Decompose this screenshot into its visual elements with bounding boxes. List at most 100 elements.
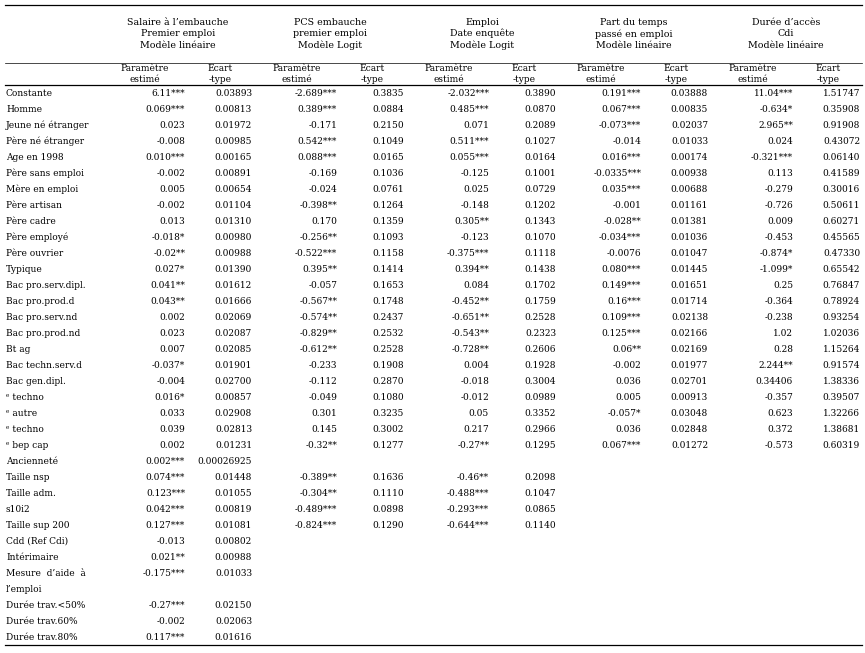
Text: 0.45565: 0.45565	[823, 232, 860, 242]
Text: -0.057: -0.057	[308, 281, 337, 289]
Text: 0.25: 0.25	[773, 281, 793, 289]
Text: 0.2528: 0.2528	[524, 313, 556, 321]
Text: 0.1093: 0.1093	[373, 232, 404, 242]
Text: 0.02150: 0.02150	[215, 601, 252, 609]
Text: 0.024: 0.024	[767, 136, 793, 146]
Text: Ecart
-type: Ecart -type	[512, 64, 537, 84]
Text: 0.042***: 0.042***	[146, 505, 185, 513]
Text: 0.91574: 0.91574	[823, 360, 860, 370]
Text: Part du temps
passé en emploi
Modèle linéaire: Part du temps passé en emploi Modèle lin…	[595, 18, 673, 50]
Text: 1.15264: 1.15264	[823, 345, 860, 353]
Text: l’emploi: l’emploi	[6, 584, 42, 594]
Text: 0.2323: 0.2323	[525, 328, 556, 338]
Text: -0.125: -0.125	[460, 168, 489, 178]
Text: 0.109***: 0.109***	[602, 313, 641, 321]
Text: 0.39507: 0.39507	[823, 392, 860, 402]
Text: Paramètre
estimé: Paramètre estimé	[120, 64, 169, 84]
Text: -0.018: -0.018	[460, 377, 489, 385]
Text: 0.00913: 0.00913	[670, 392, 708, 402]
Text: 0.60271: 0.60271	[823, 217, 860, 225]
Text: -0.293***: -0.293***	[447, 505, 489, 513]
Text: 0.1110: 0.1110	[372, 488, 404, 498]
Text: 0.01036: 0.01036	[670, 232, 708, 242]
Text: 0.0164: 0.0164	[524, 153, 556, 161]
Text: Père né étranger: Père né étranger	[6, 136, 84, 146]
Text: 0.1908: 0.1908	[372, 360, 404, 370]
Text: -0.0076: -0.0076	[606, 249, 641, 257]
Text: 0.78924: 0.78924	[823, 296, 860, 306]
Text: 0.191***: 0.191***	[602, 89, 641, 97]
Text: ᵉ techno: ᵉ techno	[6, 424, 44, 434]
Text: -0.238: -0.238	[765, 313, 793, 321]
Text: 0.021**: 0.021**	[151, 552, 185, 562]
Text: -0.002: -0.002	[157, 616, 185, 626]
Text: Mère en emploi: Mère en emploi	[6, 184, 78, 194]
Text: 0.65542: 0.65542	[823, 264, 860, 274]
Text: -0.452**: -0.452**	[452, 296, 489, 306]
Text: -0.073***: -0.073***	[599, 121, 641, 129]
Text: -0.574**: -0.574**	[299, 313, 337, 321]
Text: 0.217: 0.217	[464, 424, 489, 434]
Text: 0.02063: 0.02063	[215, 616, 252, 626]
Text: 0.02908: 0.02908	[215, 409, 252, 417]
Text: 0.1049: 0.1049	[372, 136, 404, 146]
Text: Typique: Typique	[6, 264, 42, 274]
Text: -0.024: -0.024	[308, 185, 337, 193]
Text: 0.016*: 0.016*	[155, 392, 185, 402]
Text: 0.3004: 0.3004	[524, 377, 556, 385]
Text: 0.00891: 0.00891	[215, 168, 252, 178]
Text: -0.375***: -0.375***	[446, 249, 489, 257]
Text: -0.634*: -0.634*	[759, 104, 793, 114]
Text: 0.00654: 0.00654	[215, 185, 252, 193]
Text: -0.304**: -0.304**	[299, 488, 337, 498]
Text: Intérimaire: Intérimaire	[6, 552, 59, 562]
Text: 0.305**: 0.305**	[454, 217, 489, 225]
Text: -0.651**: -0.651**	[452, 313, 489, 321]
Text: 0.01033: 0.01033	[215, 569, 252, 577]
Text: 0.0729: 0.0729	[524, 185, 556, 193]
Text: Durée d’accès
Cdi
Modèle linéaire: Durée d’accès Cdi Modèle linéaire	[748, 18, 823, 50]
Text: 0.01055: 0.01055	[215, 488, 252, 498]
Text: 0.1928: 0.1928	[524, 360, 556, 370]
Text: -0.279: -0.279	[765, 185, 793, 193]
Text: 0.069***: 0.069***	[145, 104, 185, 114]
Text: 0.00813: 0.00813	[215, 104, 252, 114]
Text: -0.256**: -0.256**	[299, 232, 337, 242]
Text: 0.02069: 0.02069	[215, 313, 252, 321]
Text: Durée trav.<50%: Durée trav.<50%	[6, 601, 86, 609]
Text: 0.01972: 0.01972	[215, 121, 252, 129]
Text: 0.02813: 0.02813	[215, 424, 252, 434]
Text: Bac gen.dipl.: Bac gen.dipl.	[6, 377, 66, 385]
Text: 0.01445: 0.01445	[670, 264, 708, 274]
Text: 0.3235: 0.3235	[373, 409, 404, 417]
Text: 0.027*: 0.027*	[155, 264, 185, 274]
Text: -0.543**: -0.543**	[452, 328, 489, 338]
Text: 0.1343: 0.1343	[525, 217, 556, 225]
Text: -0.824***: -0.824***	[295, 520, 337, 530]
Text: 0.084: 0.084	[464, 281, 489, 289]
Text: 0.01231: 0.01231	[215, 441, 252, 449]
Text: 0.2089: 0.2089	[524, 121, 556, 129]
Text: Ecart
-type: Ecart -type	[664, 64, 689, 84]
Text: 1.38336: 1.38336	[823, 377, 860, 385]
Text: -0.567**: -0.567**	[299, 296, 337, 306]
Text: 0.067***: 0.067***	[602, 104, 641, 114]
Text: 0.91908: 0.91908	[823, 121, 860, 129]
Text: -0.028**: -0.028**	[604, 217, 641, 225]
Text: 0.02169: 0.02169	[670, 345, 708, 353]
Text: 0.01901: 0.01901	[215, 360, 252, 370]
Text: Ecart
-type: Ecart -type	[208, 64, 234, 84]
Text: 0.02087: 0.02087	[215, 328, 252, 338]
Text: 0.3835: 0.3835	[373, 89, 404, 97]
Text: -0.27**: -0.27**	[457, 441, 489, 449]
Text: Paramètre
estimé: Paramètre estimé	[272, 64, 321, 84]
Text: 0.01033: 0.01033	[671, 136, 708, 146]
Text: -0.037*: -0.037*	[152, 360, 185, 370]
Text: 0.1118: 0.1118	[524, 249, 556, 257]
Text: 0.033: 0.033	[159, 409, 185, 417]
Text: Bac pro.prod.nd: Bac pro.prod.nd	[6, 328, 80, 338]
Text: 0.1001: 0.1001	[524, 168, 556, 178]
Text: 0.542***: 0.542***	[298, 136, 337, 146]
Text: -0.489***: -0.489***	[295, 505, 337, 513]
Text: 0.007: 0.007	[159, 345, 185, 353]
